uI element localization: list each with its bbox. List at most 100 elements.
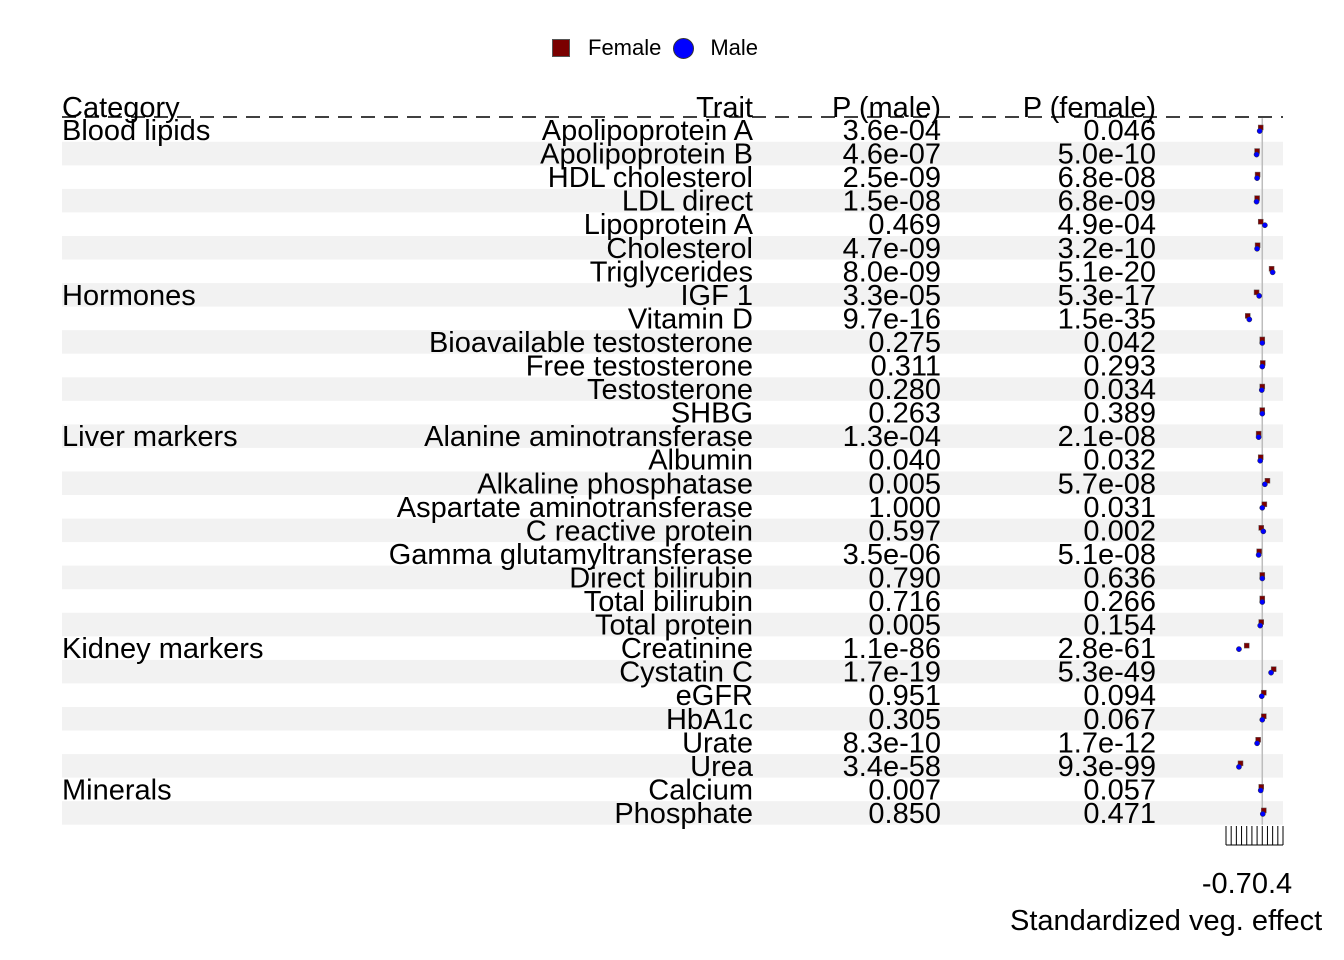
p-male-value: 8.0e-09 bbox=[843, 256, 941, 288]
p-female-value: 1.5e-35 bbox=[1058, 303, 1156, 335]
p-female-value: 6.8e-08 bbox=[1058, 162, 1156, 194]
male-point bbox=[1259, 599, 1266, 605]
p-female-value: 0.031 bbox=[1083, 492, 1156, 524]
male-point bbox=[1254, 740, 1260, 747]
trait-label: Alkaline phosphatase bbox=[477, 468, 753, 500]
p-male-value: 8.3e-10 bbox=[843, 727, 941, 759]
p-female-value: 0.471 bbox=[1083, 798, 1156, 830]
male-point bbox=[1260, 528, 1267, 535]
row-band bbox=[62, 141, 1283, 166]
trait-label: Apolipoprotein A bbox=[542, 115, 754, 147]
p-female-value: 0.034 bbox=[1083, 374, 1156, 406]
trait-label: Gamma glutamyltransferase bbox=[389, 539, 753, 571]
trait-label: Cystatin C bbox=[619, 657, 753, 689]
male-point bbox=[1259, 504, 1266, 511]
p-male-value: 0.007 bbox=[868, 774, 941, 806]
p-male-value: 1.3e-04 bbox=[843, 421, 941, 453]
p-male-value: 0.263 bbox=[868, 398, 941, 430]
trait-label: Urea bbox=[690, 751, 754, 783]
trait-label: C reactive protein bbox=[526, 515, 753, 547]
row-band bbox=[62, 659, 1283, 684]
p-female-value: 3.2e-10 bbox=[1058, 233, 1156, 265]
trait-label: Lipoprotein A bbox=[584, 209, 754, 241]
row-band bbox=[62, 424, 1283, 448]
p-male-value: 0.005 bbox=[868, 610, 941, 642]
p-female-value: 0.266 bbox=[1083, 586, 1156, 618]
male-point bbox=[1259, 716, 1266, 723]
header-p-female: P (female) bbox=[1023, 92, 1156, 124]
male-point bbox=[1259, 811, 1266, 817]
male-point bbox=[1254, 175, 1260, 181]
p-male-value: 0.040 bbox=[868, 445, 941, 477]
p-female-value: 5.0e-10 bbox=[1058, 139, 1156, 171]
p-male-value: 3.4e-58 bbox=[843, 751, 941, 783]
p-male-value: 0.597 bbox=[868, 515, 941, 547]
p-female-value: 0.002 bbox=[1083, 515, 1156, 547]
trait-label: Albumin bbox=[648, 445, 753, 477]
male-point bbox=[1253, 151, 1260, 158]
p-female-value: 0.057 bbox=[1083, 774, 1156, 806]
p-female-value: 0.636 bbox=[1083, 562, 1156, 594]
row-band bbox=[62, 330, 1283, 354]
x-axis-tick-label: -0.70.4 bbox=[1202, 868, 1292, 900]
header-trait: Trait bbox=[696, 92, 753, 124]
p-male-value: 0.305 bbox=[868, 704, 941, 736]
male-point bbox=[1259, 575, 1266, 582]
category-label: Blood lipids bbox=[62, 115, 210, 147]
male-point bbox=[1256, 128, 1263, 134]
trait-label: Calcium bbox=[648, 774, 753, 806]
row-band bbox=[62, 283, 1283, 307]
male-point bbox=[1269, 269, 1276, 276]
male-point bbox=[1257, 457, 1264, 464]
row-band bbox=[62, 754, 1283, 778]
male-point bbox=[1262, 222, 1268, 229]
p-female-value: 9.3e-99 bbox=[1058, 751, 1156, 783]
category-label: Hormones bbox=[62, 280, 196, 312]
row-band bbox=[62, 706, 1283, 731]
category-label: Liver markers bbox=[62, 421, 238, 453]
male-point bbox=[1256, 293, 1263, 299]
legend-female-label: Female bbox=[588, 35, 662, 60]
trait-label: Direct bilirubin bbox=[569, 562, 753, 594]
p-male-value: 0.311 bbox=[871, 351, 941, 383]
trait-label: Total protein bbox=[595, 610, 753, 642]
legend-female-swatch bbox=[552, 39, 570, 57]
p-female-value: 0.042 bbox=[1083, 327, 1156, 359]
x-axis-title: Standardized veg. effect bbox=[1010, 905, 1323, 937]
p-male-value: 0.790 bbox=[868, 562, 941, 594]
male-point bbox=[1257, 622, 1264, 629]
trait-label: Alanine aminotransferase bbox=[424, 421, 753, 453]
trait-label: SHBG bbox=[671, 398, 753, 430]
p-male-value: 1.5e-08 bbox=[843, 186, 941, 218]
row-band bbox=[62, 188, 1283, 213]
trait-label: Apolipoprotein B bbox=[540, 139, 753, 171]
trait-label: Vitamin D bbox=[628, 303, 753, 335]
p-male-value: 0.005 bbox=[868, 468, 941, 500]
p-male-value: 1.7e-19 bbox=[843, 657, 941, 689]
trait-label: eGFR bbox=[676, 680, 753, 712]
header-p-male: P (male) bbox=[832, 92, 941, 124]
male-point bbox=[1254, 245, 1260, 252]
p-male-value: 0.716 bbox=[868, 586, 941, 618]
row-band bbox=[62, 612, 1283, 637]
male-point bbox=[1253, 198, 1260, 205]
p-male-value: 3.3e-05 bbox=[843, 280, 941, 312]
male-point bbox=[1255, 434, 1262, 440]
trait-label: Aspartate aminotransferase bbox=[397, 492, 753, 524]
trait-label: Creatinine bbox=[621, 633, 753, 665]
header-category: Category bbox=[62, 92, 180, 124]
p-female-value: 1.7e-12 bbox=[1058, 727, 1156, 759]
p-male-value: 3.5e-06 bbox=[843, 539, 941, 571]
p-male-value: 1.1e-86 bbox=[843, 633, 941, 665]
p-female-value: 5.1e-08 bbox=[1058, 539, 1156, 571]
p-female-value: 2.8e-61 bbox=[1058, 633, 1156, 665]
p-female-value: 0.293 bbox=[1083, 351, 1156, 383]
p-female-value: 5.1e-20 bbox=[1058, 256, 1156, 288]
category-label: Kidney markers bbox=[62, 633, 263, 665]
female-point bbox=[1257, 218, 1264, 225]
trait-label: Total bilirubin bbox=[584, 586, 753, 618]
p-male-value: 0.850 bbox=[868, 798, 941, 830]
row-band bbox=[62, 518, 1283, 543]
p-male-value: 4.7e-09 bbox=[843, 233, 941, 265]
